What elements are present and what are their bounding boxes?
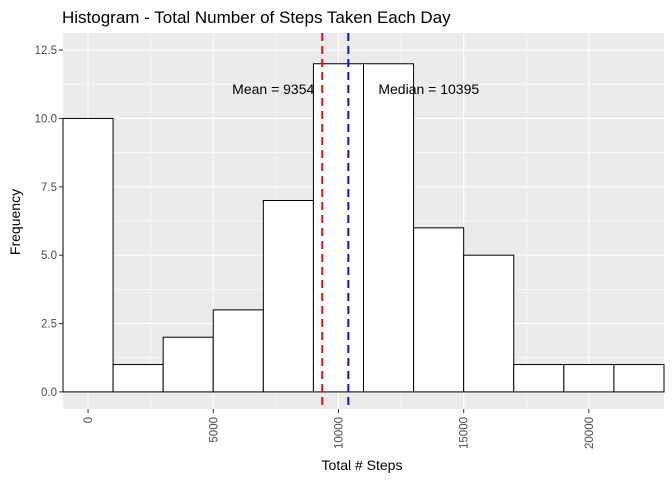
chart-title: Histogram - Total Number of Steps Taken … — [62, 8, 451, 27]
histogram-bar — [363, 63, 415, 393]
histogram-bar — [212, 309, 264, 393]
x-tick-label: 10000 — [333, 417, 345, 449]
histogram-bar — [62, 117, 114, 393]
y-tick-label: 7.5 — [41, 182, 57, 194]
y-axis: 0.0 2.5 5.0 7.5 10.0 12.5 — [35, 45, 63, 399]
y-tick-label: 10.0 — [35, 113, 57, 125]
y-tick-label: 12.5 — [35, 45, 57, 57]
annotations: Mean = 9354 Median = 10395 — [232, 81, 479, 97]
median-label: Median = 10395 — [378, 81, 479, 97]
histogram-bar — [513, 364, 565, 393]
y-tick-label: 2.5 — [41, 319, 57, 331]
histogram-bar — [162, 336, 214, 393]
histogram-bar — [463, 254, 515, 393]
histogram-bar — [413, 227, 465, 393]
x-axis-title: Total # Steps — [322, 457, 403, 473]
histogram-bar — [613, 364, 665, 393]
x-axis: 0 5000 10000 15000 20000 — [83, 409, 596, 449]
x-tick-label: 15000 — [459, 417, 471, 449]
x-tick-label: 20000 — [584, 417, 596, 449]
x-tick-label: 0 — [83, 417, 95, 423]
y-tick-label: 0.0 — [41, 387, 57, 399]
x-tick-label: 5000 — [208, 417, 220, 443]
histogram-bar — [262, 199, 314, 393]
mean-label: Mean = 9354 — [232, 81, 314, 97]
y-axis-title: Frequency — [7, 189, 23, 255]
reference-lines — [321, 33, 350, 409]
histogram-bar — [563, 364, 615, 393]
histogram-bar — [312, 63, 364, 393]
histogram-bar — [112, 364, 164, 393]
y-tick-label: 5.0 — [41, 250, 57, 262]
